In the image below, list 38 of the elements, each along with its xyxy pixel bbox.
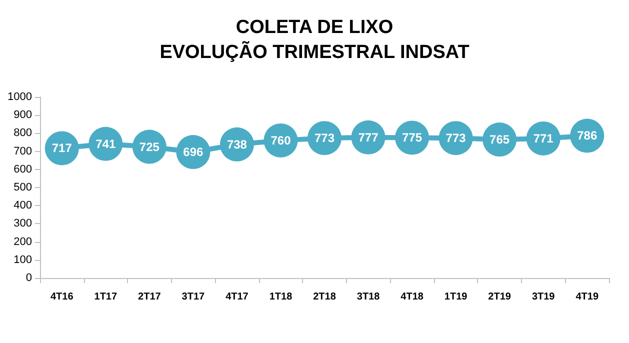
y-tick-label: 200 bbox=[14, 236, 32, 248]
data-label: 696 bbox=[183, 145, 204, 160]
x-tick-label: 1T19 bbox=[444, 292, 468, 302]
x-tick-label: 3T19 bbox=[532, 292, 556, 302]
x-tick-label: 1T17 bbox=[94, 292, 118, 302]
x-tick-label: 2T19 bbox=[488, 292, 512, 302]
x-tick-label: 1T18 bbox=[269, 292, 293, 302]
y-tick-label: 600 bbox=[14, 163, 32, 176]
y-tick-label: 0 bbox=[26, 272, 32, 284]
data-label: 775 bbox=[402, 130, 422, 145]
data-label: 738 bbox=[226, 137, 248, 152]
x-tick-label: 3T18 bbox=[356, 292, 380, 302]
data-label: 717 bbox=[52, 141, 72, 156]
data-label: 741 bbox=[96, 136, 116, 151]
x-tick-label: 4T16 bbox=[50, 292, 74, 302]
x-tick-label: 3T17 bbox=[182, 292, 206, 302]
y-tick-label: 700 bbox=[14, 145, 32, 158]
data-label: 786 bbox=[577, 128, 598, 143]
y-tick-label: 1000 bbox=[8, 91, 32, 103]
y-tick-label: 500 bbox=[14, 182, 32, 194]
x-tick-label: 4T19 bbox=[576, 292, 599, 302]
x-tick-label: 4T18 bbox=[400, 292, 424, 302]
data-label: 725 bbox=[139, 140, 160, 154]
y-tick-label: 800 bbox=[14, 127, 32, 140]
data-label: 773 bbox=[446, 131, 466, 146]
data-label: 771 bbox=[533, 131, 554, 146]
x-tick-label: 2T17 bbox=[138, 292, 162, 302]
data-label: 777 bbox=[358, 130, 379, 144]
x-tick-label: 2T18 bbox=[313, 292, 336, 302]
y-tick-label: 100 bbox=[14, 254, 32, 266]
y-tick-label: 300 bbox=[14, 218, 32, 230]
data-label: 765 bbox=[490, 132, 510, 147]
y-tick-label: 900 bbox=[14, 109, 32, 122]
data-label: 773 bbox=[314, 131, 335, 146]
y-tick-label: 400 bbox=[14, 200, 32, 212]
x-tick-label: 4T17 bbox=[226, 292, 249, 302]
chart-title: COLETA DE LIXO EVOLUÇÃO TRIMESTRAL INDSAT bbox=[160, 17, 470, 63]
data-label: 760 bbox=[270, 133, 292, 148]
